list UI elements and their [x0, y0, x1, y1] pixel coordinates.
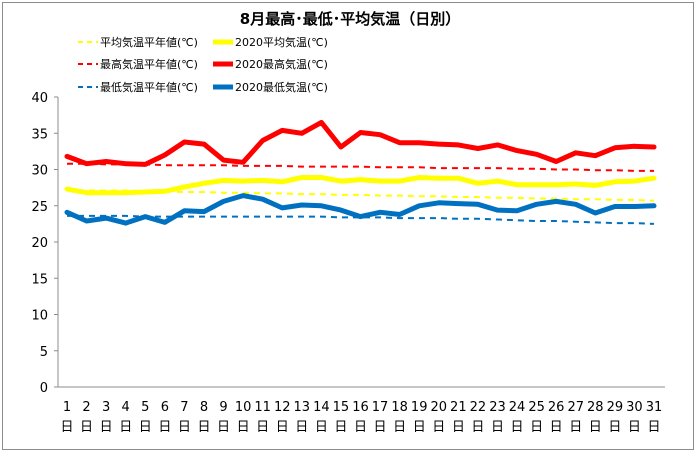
x-tick-label: 18 — [391, 400, 408, 415]
y-tick-label: 30 — [31, 164, 48, 179]
x-tick-label: 22 — [470, 400, 487, 415]
x-tick-label: 1 — [63, 400, 71, 415]
x-tick-label: 11 — [254, 400, 271, 415]
x-tick-label-suffix: 日 — [511, 420, 524, 435]
x-tick-label: 2 — [82, 400, 90, 415]
x-tick-label-suffix: 日 — [393, 420, 406, 435]
legend-label-6: 2020最低気温(℃) — [235, 80, 328, 94]
x-tick-label-suffix: 日 — [550, 420, 563, 435]
y-tick-label: 40 — [31, 91, 48, 106]
x-tick-label: 19 — [411, 400, 428, 415]
x-tick-label-suffix: 日 — [530, 420, 543, 435]
x-tick-label-suffix: 日 — [315, 420, 328, 435]
legend-label-5: 最低気温平年値(℃) — [100, 80, 198, 94]
x-tick-label-suffix: 日 — [374, 420, 387, 435]
x-tick-label-suffix: 日 — [452, 420, 465, 435]
x-tick-label-suffix: 日 — [295, 420, 308, 435]
x-tick-label-suffix: 日 — [178, 420, 191, 435]
x-tick-label-suffix: 日 — [491, 420, 504, 435]
x-tick-label: 21 — [450, 400, 467, 415]
legend: 平均気温平年値(℃) 2020平均気温(℃) 最高気温平年値(℃) 2020最高気温(… — [78, 35, 328, 94]
x-tick-label-suffix: 日 — [334, 420, 347, 435]
x-tick-label: 8 — [200, 400, 208, 415]
y-tick-label: 35 — [31, 127, 48, 142]
x-tick-label: 29 — [607, 400, 624, 415]
x-tick-label-suffix: 日 — [354, 420, 367, 435]
legend-label-1: 平均気温平年値(℃) — [100, 35, 198, 49]
x-tick-label: 9 — [219, 400, 227, 415]
series-line-5 — [67, 214, 655, 225]
x-tick-label-suffix: 日 — [60, 420, 73, 435]
x-tick-label-suffix: 日 — [569, 420, 582, 435]
x-tick-label: 7 — [180, 400, 188, 415]
x-tick-label-suffix: 日 — [80, 420, 93, 435]
x-tick-label: 3 — [102, 400, 110, 415]
legend-label-3: 最高気温平年値(℃) — [100, 57, 198, 71]
x-tick-label: 13 — [294, 400, 311, 415]
x-tick-label-suffix: 日 — [217, 420, 230, 435]
legend-label-2: 2020平均気温(℃) — [235, 35, 328, 49]
x-tick-label-suffix: 日 — [100, 420, 113, 435]
x-tick-label: 4 — [122, 400, 130, 415]
y-tick-label: 25 — [31, 200, 48, 215]
y-tick-label: 10 — [31, 309, 48, 324]
x-tick-label: 17 — [372, 400, 389, 415]
x-tick-label-suffix: 日 — [197, 420, 210, 435]
x-tick-label: 24 — [509, 400, 526, 415]
y-tick-label: 5 — [40, 345, 48, 360]
x-tick-label-suffix: 日 — [608, 420, 621, 435]
series-line-4 — [64, 119, 657, 167]
x-tick-label: 27 — [567, 400, 584, 415]
x-tick-label-suffix: 日 — [237, 420, 250, 435]
x-tick-label: 23 — [489, 400, 506, 415]
series-line-1 — [66, 188, 655, 202]
axes: 05101520253035401日2日3日4日5日6日7日8日9日10日11日… — [31, 91, 665, 435]
x-tick-label-suffix: 日 — [256, 420, 269, 435]
x-tick-label: 12 — [274, 400, 291, 415]
x-tick-label: 10 — [235, 400, 252, 415]
x-tick-label: 31 — [646, 400, 663, 415]
x-tick-label-suffix: 日 — [471, 420, 484, 435]
legend-label-4: 2020最高気温(℃) — [235, 57, 328, 71]
x-tick-label-suffix: 日 — [119, 420, 132, 435]
series-line-3 — [67, 162, 654, 172]
x-tick-label: 16 — [352, 400, 369, 415]
x-tick-label-suffix: 日 — [628, 420, 641, 435]
series-lines — [64, 119, 657, 226]
x-tick-label-suffix: 日 — [158, 420, 171, 435]
x-tick-label-suffix: 日 — [432, 420, 445, 435]
x-tick-label: 28 — [587, 400, 604, 415]
x-tick-label-suffix: 日 — [647, 420, 660, 435]
x-tick-label: 30 — [626, 400, 643, 415]
x-tick-label-suffix: 日 — [589, 420, 602, 435]
x-tick-label: 14 — [313, 400, 330, 415]
y-tick-label: 0 — [40, 381, 48, 396]
x-tick-label: 15 — [333, 400, 350, 415]
x-tick-label-suffix: 日 — [276, 420, 289, 435]
x-tick-label: 5 — [141, 400, 149, 415]
x-tick-label: 20 — [430, 400, 447, 415]
x-tick-label: 26 — [548, 400, 565, 415]
y-tick-label: 20 — [31, 236, 48, 251]
series-line-2 — [64, 175, 657, 196]
chart-title: 8月最高･最低･平均気温（日別） — [239, 10, 461, 28]
x-tick-label: 6 — [161, 400, 169, 415]
x-tick-label-suffix: 日 — [413, 420, 426, 435]
x-tick-label-suffix: 日 — [139, 420, 152, 435]
y-tick-label: 15 — [31, 272, 48, 287]
x-tick-label: 25 — [528, 400, 545, 415]
chart-frame — [2, 2, 694, 450]
series-line-6 — [64, 193, 657, 226]
